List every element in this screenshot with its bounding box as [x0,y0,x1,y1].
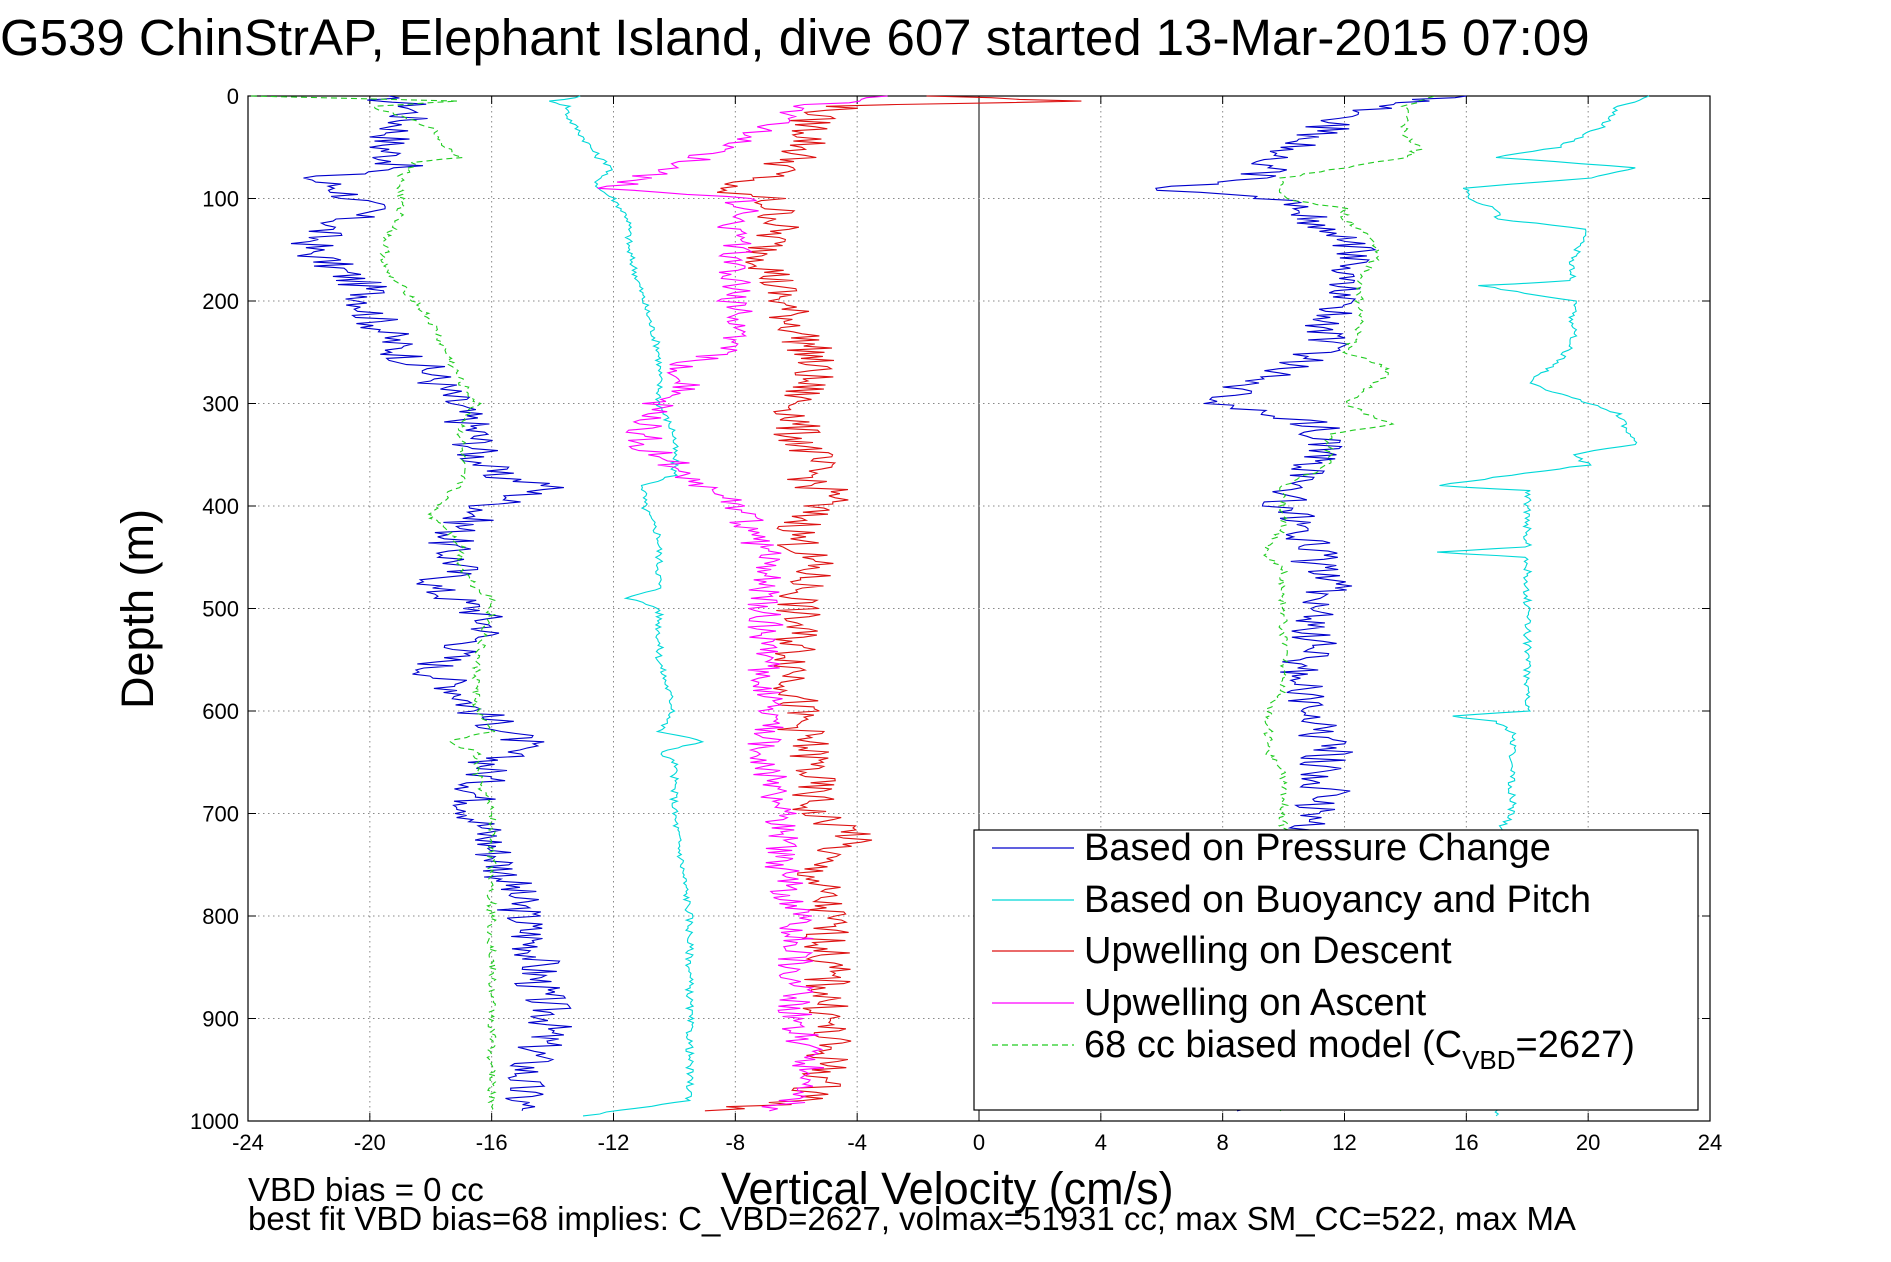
y-tick-label: 700 [202,802,239,827]
x-tick-label: 8 [1217,1130,1229,1155]
vbd-bias-note: VBD bias = 0 cc [248,1171,484,1208]
legend-entry: Based on Pressure Change [992,827,1551,869]
y-tick-label: 300 [202,392,239,417]
y-tick-label: 600 [202,699,239,724]
legend-label: 68 cc biased model (CVBD=2627) [1084,1024,1635,1075]
x-tick-label: -4 [847,1130,867,1155]
legend-entry: Upwelling on Descent [992,930,1452,972]
x-tick-label: -24 [232,1130,264,1155]
x-tick-label: -8 [726,1130,746,1155]
x-tick-label: 0 [973,1130,985,1155]
x-tick-label: -20 [354,1130,386,1155]
series-group [250,95,1650,1117]
x-tick-label: -16 [476,1130,508,1155]
x-axis-label: Vertical Velocity (cm/s) [721,1163,1174,1214]
legend-label: Upwelling on Ascent [1084,982,1427,1024]
legend-box [973,829,1699,1111]
x-tick-label: 16 [1454,1130,1478,1155]
series-line [704,95,1082,1112]
legend-entry: Based on Buoyancy and Pitch [992,879,1591,921]
best-fit-note: best fit VBD bias=68 implies: C_VBD=2627… [248,1200,1576,1237]
series-3 [704,95,1082,1112]
legend-label: Based on Pressure Change [1084,827,1551,869]
x-tick-label: 20 [1576,1130,1600,1155]
y-tick-label: 1000 [190,1109,239,1134]
series-line [549,95,705,1117]
y-tick-label: 900 [202,1007,239,1032]
legend-entry: 68 cc biased model (CVBD=2627) [992,1024,1635,1075]
y-tick-label: 200 [202,289,239,314]
y-tick-label: 800 [202,904,239,929]
x-tick-label: 4 [1095,1130,1107,1155]
y-tick-label: 100 [202,187,239,212]
y-axis-label: Depth (m) [112,508,163,710]
legend-label: Upwelling on Descent [1084,930,1452,972]
axes: -24 -20 -16 -12 -8 -4 0 4 8 12 16 20 24 0 100 200 300 400… [190,84,1722,1155]
series-line [250,95,498,1112]
x-tick-label: 24 [1698,1130,1722,1155]
legend: Based on Pressure Change Based on Buoyanc… [973,827,1699,1111]
x-tick-label: 12 [1332,1130,1356,1155]
y-tick-label: 400 [202,494,239,519]
series-line [290,95,572,1111]
y-tick-label: 0 [227,84,239,109]
x-tick-label: -12 [598,1130,630,1155]
series-4 [597,95,888,1112]
legend-entry: Upwelling on Ascent [992,982,1427,1024]
chart-title: G539 ChinStrAP, Elephant Island, dive 60… [0,9,1590,66]
series-line [597,95,888,1112]
y-tick-label: 500 [202,597,239,622]
legend-label: Based on Buoyancy and Pitch [1084,879,1591,921]
axes-frame [247,95,1711,1122]
